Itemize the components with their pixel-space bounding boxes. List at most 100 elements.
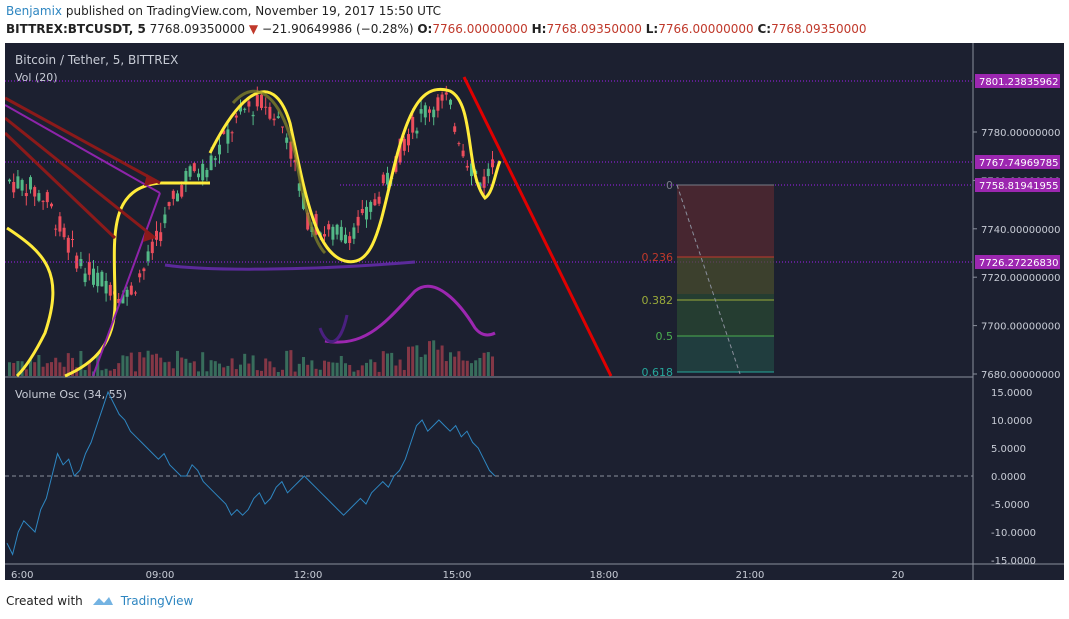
candle-body bbox=[33, 187, 37, 197]
price-tick-label: 7720.00000000 bbox=[981, 273, 1061, 284]
volume-bar bbox=[100, 370, 104, 376]
candle-body bbox=[461, 150, 465, 157]
osc-tick-label: 0.0000 bbox=[991, 472, 1026, 483]
candle-body bbox=[230, 132, 234, 134]
candle-body bbox=[100, 271, 104, 287]
fib-level-label: 0.5 bbox=[656, 330, 674, 343]
candle-body bbox=[150, 241, 154, 254]
volume-bar bbox=[184, 358, 188, 376]
candle-body bbox=[289, 141, 293, 159]
volume-bar bbox=[331, 362, 335, 376]
candle-body bbox=[419, 109, 423, 114]
candle-body bbox=[377, 196, 381, 204]
fib-zone-teal bbox=[677, 336, 774, 372]
fib-level-label: 0 bbox=[666, 179, 673, 192]
red-arrow-line bbox=[4, 96, 161, 185]
candle-body bbox=[381, 174, 385, 184]
candle-body bbox=[247, 101, 251, 107]
level-price-label: 7758.81941955 bbox=[979, 181, 1059, 192]
last-price: 7768.09350000 bbox=[149, 22, 246, 36]
footer: Created with TradingView bbox=[6, 594, 193, 608]
chart-area[interactable]: 7780.000000007760.000000007740.000000007… bbox=[3, 43, 1064, 581]
volume-bar bbox=[260, 370, 263, 376]
volume-bar bbox=[423, 354, 427, 376]
volume-bar bbox=[289, 350, 293, 376]
candle-body bbox=[470, 163, 473, 177]
candle-body bbox=[428, 109, 431, 113]
volume-bar bbox=[369, 359, 373, 376]
open-value: 7766.00000000 bbox=[432, 22, 528, 36]
candle-body bbox=[125, 289, 129, 297]
candle-body bbox=[352, 227, 356, 239]
volume-bar bbox=[213, 361, 217, 376]
price-tick-label: 7740.00000000 bbox=[981, 225, 1061, 236]
candle-body bbox=[281, 126, 284, 128]
volume-bar bbox=[138, 352, 142, 376]
candle-body bbox=[365, 206, 368, 220]
candle-body bbox=[201, 163, 205, 181]
downtrend-line bbox=[462, 76, 613, 377]
osc-title: Volume Osc (34, 55) bbox=[15, 388, 127, 401]
volume-bar bbox=[344, 363, 347, 376]
candle-body bbox=[297, 183, 301, 191]
volume-bar bbox=[449, 352, 452, 376]
candle-body bbox=[75, 255, 79, 269]
candle-body bbox=[180, 185, 184, 197]
volume-bar bbox=[377, 371, 381, 376]
tradingview-logo[interactable]: TradingView bbox=[91, 594, 193, 608]
volume-bar bbox=[318, 369, 322, 376]
symbol-label: BITTREX:BTCUSDT, 5 bbox=[6, 22, 146, 36]
publish-info: Benjamix published on TradingView.com, N… bbox=[6, 4, 441, 18]
volume-bar bbox=[8, 362, 11, 376]
volume-bar bbox=[453, 356, 457, 376]
volume-bar bbox=[239, 364, 242, 376]
author-link[interactable]: Benjamix bbox=[6, 4, 63, 18]
volume-bar bbox=[373, 362, 377, 376]
volume-bar bbox=[104, 368, 108, 376]
volume-bar bbox=[230, 358, 234, 376]
volume-bar bbox=[293, 371, 297, 376]
purple-annotation bbox=[324, 284, 496, 344]
candle-body bbox=[24, 193, 28, 197]
volume-bar bbox=[444, 361, 448, 376]
candle-body bbox=[432, 109, 436, 118]
candle-body bbox=[192, 163, 196, 172]
volume-bar bbox=[281, 369, 284, 376]
purple-trend-line bbox=[92, 192, 161, 377]
volume-bar bbox=[192, 361, 196, 376]
volume-bar bbox=[113, 368, 116, 376]
volume-bar bbox=[62, 366, 66, 376]
volume-bar bbox=[285, 350, 289, 376]
annotation-curve bbox=[208, 87, 502, 264]
volume-bar bbox=[83, 370, 87, 376]
volume-bar bbox=[205, 371, 209, 376]
volume-bar bbox=[121, 355, 125, 376]
candle-body bbox=[142, 268, 146, 272]
volume-bar bbox=[268, 361, 272, 376]
volume-bar bbox=[302, 357, 305, 376]
purple-trend-line bbox=[4, 104, 161, 194]
candle-body bbox=[465, 165, 469, 168]
time-tick-label: 20 bbox=[892, 570, 905, 580]
candle-body bbox=[264, 106, 268, 108]
volume-bar bbox=[209, 360, 213, 376]
volume-bar bbox=[251, 355, 255, 376]
ohlc-bar: BITTREX:BTCUSDT, 5 7768.09350000 ▼ −21.9… bbox=[6, 22, 867, 36]
candle-body bbox=[71, 239, 74, 241]
volume-bar bbox=[394, 365, 398, 376]
candle-body bbox=[163, 214, 167, 224]
volume-bar bbox=[24, 369, 28, 376]
candle-body bbox=[457, 143, 461, 145]
volume-bar bbox=[125, 356, 129, 376]
candle-body bbox=[356, 216, 360, 226]
volume-bar bbox=[58, 362, 62, 376]
candle-body bbox=[344, 234, 347, 244]
chart-svg[interactable]: 7780.000000007760.000000007740.000000007… bbox=[3, 43, 1064, 581]
time-tick-label: 09:00 bbox=[146, 570, 175, 580]
candle-body bbox=[491, 159, 494, 168]
candle-body bbox=[50, 203, 53, 207]
candle-body bbox=[171, 190, 175, 199]
osc-tick-label: -5.0000 bbox=[991, 500, 1030, 511]
low-value: 7766.00000000 bbox=[658, 22, 754, 36]
annotation-curve-faded bbox=[231, 89, 327, 255]
